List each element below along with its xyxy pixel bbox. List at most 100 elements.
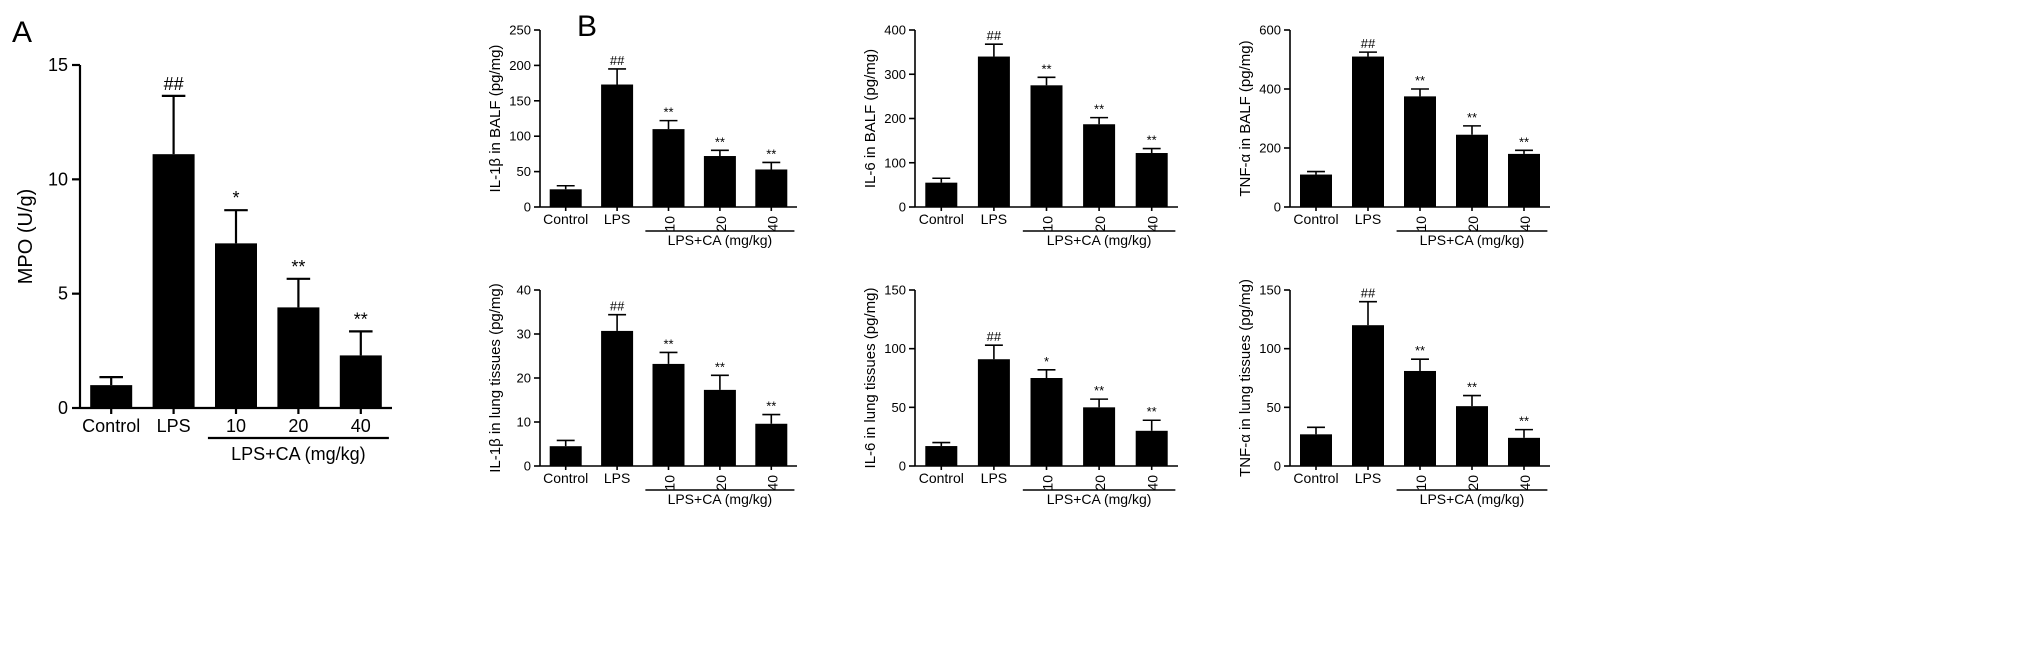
category-label: 10 — [1040, 216, 1056, 232]
bar-40 — [1135, 430, 1168, 466]
y-tick-label: 100 — [509, 129, 531, 144]
bar-10 — [1404, 370, 1436, 466]
significance-label: ## — [610, 53, 625, 68]
bar-40 — [1135, 153, 1168, 207]
category-label: 10 — [662, 475, 678, 491]
bar-lps — [1352, 56, 1384, 207]
y-tick-label: 50 — [1267, 400, 1281, 415]
y-tick-label: 0 — [524, 200, 531, 215]
y-tick-label: 5 — [58, 284, 68, 304]
significance-label: ## — [610, 299, 625, 314]
bar-lps — [152, 154, 195, 408]
bar-10 — [652, 363, 685, 466]
category-label: 40 — [1517, 216, 1533, 232]
category-label: 10 — [662, 216, 678, 232]
significance-label: ** — [663, 336, 673, 351]
y-tick-label: 15 — [48, 55, 68, 75]
bar-10 — [215, 243, 257, 408]
group-label: LPS+CA (mg/kg) — [668, 491, 773, 507]
significance-label: ## — [987, 28, 1002, 43]
y-tick-label: 10 — [48, 169, 68, 189]
category-label: 20 — [713, 475, 729, 491]
chart-b3: 0 200 400 600 TNF-α in BALF (pg/mg) Control ##… — [1237, 23, 1550, 248]
bar-control — [90, 385, 133, 408]
group-label: LPS+CA (mg/kg) — [1420, 491, 1525, 507]
category-label: 40 — [764, 216, 780, 232]
category-label: Control — [543, 211, 588, 227]
category-label: 20 — [1092, 216, 1108, 232]
panel-label-b: B — [577, 10, 597, 43]
significance-label: ** — [1147, 133, 1157, 148]
category-label: 20 — [1465, 216, 1481, 232]
category-label: 40 — [1517, 475, 1533, 491]
category-label: LPS — [981, 470, 1007, 486]
group-label: LPS+CA (mg/kg) — [231, 444, 366, 464]
bar-control — [549, 446, 582, 466]
chart-b6: 0 50 100 150 TNF-α in lung tissues (pg/mg) Co… — [1237, 279, 1550, 507]
significance-label: ** — [1467, 380, 1477, 395]
bar-lps — [601, 330, 634, 466]
category-label: 20 — [288, 416, 308, 436]
significance-label: ** — [1415, 343, 1425, 358]
significance-label: ** — [715, 134, 725, 149]
category-label: Control — [1293, 470, 1338, 486]
significance-label: ## — [987, 329, 1002, 344]
significance-label: * — [232, 188, 239, 208]
y-tick-label: 100 — [884, 341, 906, 356]
y-tick-label: 150 — [884, 283, 906, 298]
bar-40 — [339, 355, 382, 408]
significance-label: ** — [1519, 134, 1529, 149]
category-label: 10 — [1413, 216, 1429, 232]
y-tick-label: 0 — [58, 398, 68, 418]
y-tick-label: 0 — [899, 459, 906, 474]
bar-20 — [1456, 406, 1488, 466]
y-tick-label: 300 — [884, 67, 906, 82]
chart-b2: 0 100 200 300 400 IL-6 in BALF (pg/mg) Control… — [862, 23, 1178, 248]
category-label: 40 — [1145, 475, 1161, 491]
significance-label: ## — [164, 74, 184, 94]
y-axis-title: IL-1β in BALF (pg/mg) — [487, 45, 504, 193]
category-label: LPS — [981, 211, 1007, 227]
y-tick-label: 200 — [1259, 141, 1281, 156]
category-label: LPS — [1355, 470, 1381, 486]
y-tick-label: 0 — [524, 459, 531, 474]
category-label: LPS — [157, 416, 191, 436]
category-label: Control — [919, 470, 964, 486]
y-tick-label: 0 — [1274, 459, 1281, 474]
bar-20 — [1083, 407, 1116, 466]
y-tick-label: 0 — [1274, 200, 1281, 215]
category-label: 10 — [1040, 475, 1056, 491]
significance-label: ** — [291, 257, 305, 277]
category-label: 20 — [1092, 475, 1108, 491]
category-label: LPS — [604, 470, 630, 486]
group-label: LPS+CA (mg/kg) — [1047, 491, 1152, 507]
y-tick-label: 600 — [1259, 23, 1281, 38]
y-tick-label: 50 — [892, 400, 906, 415]
bar-20 — [703, 156, 736, 207]
bar-40 — [1508, 437, 1540, 466]
significance-label: ** — [1094, 383, 1104, 398]
significance-label: ## — [1361, 286, 1376, 301]
bar-lps — [977, 56, 1010, 207]
bar-20 — [277, 307, 320, 408]
significance-label: ** — [1041, 61, 1051, 76]
significance-label: * — [1044, 354, 1049, 369]
category-label: 20 — [1465, 475, 1481, 491]
bar-10 — [652, 129, 685, 207]
significance-label: ** — [354, 309, 368, 329]
y-axis-title: MPO (U/g) — [15, 189, 37, 285]
y-tick-label: 10 — [517, 415, 531, 430]
chart-b1: 0 50 100 150 200 250 IL-1β in BALF (pg/mg) Cont… — [487, 23, 797, 248]
chart-a: 0 5 10 15 MPO (U/g) Control ## LPS * 10 ** 20 ** 40 LP… — [15, 55, 392, 464]
y-tick-label: 20 — [517, 371, 531, 386]
chart-b4: 0 10 20 30 40 IL-1β in lung tissues (pg/mg) Co… — [487, 283, 797, 507]
bar-20 — [703, 389, 736, 466]
chart-b5: 0 50 100 150 IL-6 in lung tissues (pg/mg) Con… — [862, 283, 1178, 507]
y-tick-label: 200 — [884, 111, 906, 126]
y-tick-label: 100 — [1259, 341, 1281, 356]
significance-label: ** — [1467, 110, 1477, 125]
bar-control — [1300, 434, 1332, 466]
category-label: LPS — [604, 211, 630, 227]
category-label: Control — [82, 416, 140, 436]
